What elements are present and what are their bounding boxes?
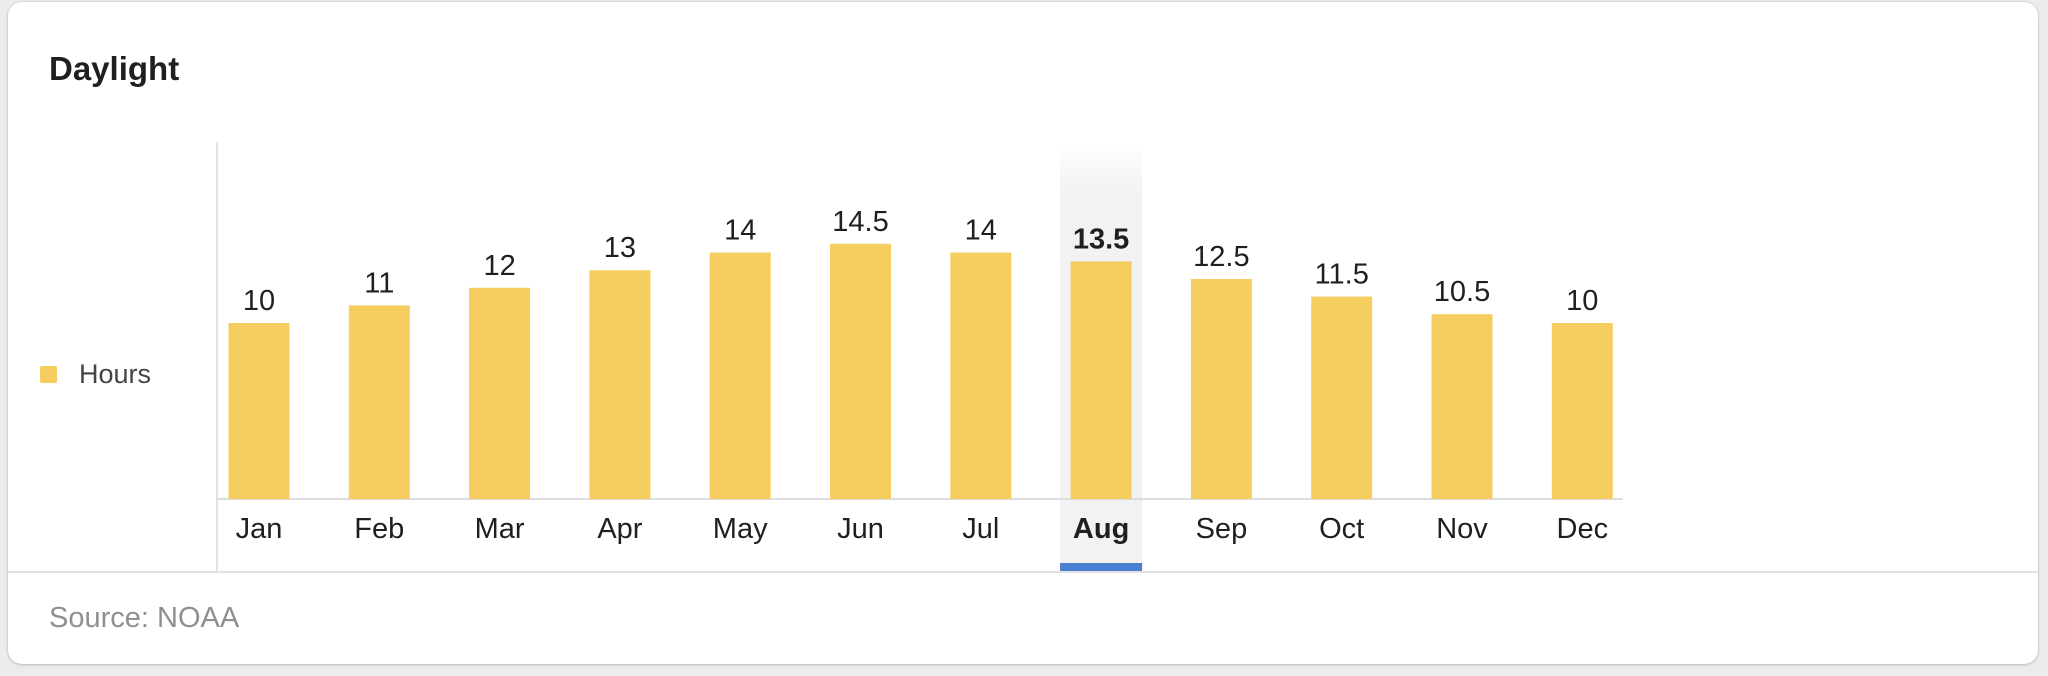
data-label-feb: 11: [364, 267, 394, 299]
data-label-oct: 11.5: [1315, 259, 1369, 291]
plot-left-border: [216, 142, 218, 572]
data-label-dec: 10: [1566, 285, 1598, 317]
bar-feb: [348, 305, 410, 499]
x-tick-label-jun: Jun: [837, 513, 884, 545]
bar-oct: [1311, 296, 1373, 499]
data-label-jul: 14: [965, 215, 997, 247]
x-tick-label-may: May: [713, 513, 768, 545]
source-note: Source: NOAA: [49, 602, 240, 634]
bar-aug: [1070, 261, 1132, 499]
x-tick-label-aug: Aug: [1073, 513, 1129, 545]
legend: Hours: [40, 359, 151, 390]
bar-nov: [1431, 314, 1493, 499]
bar-chart: 10 Jan 11 Feb 12 Mar 13 Apr 14 May 14.5 Jun 14 Jul 13.…: [216, 142, 1623, 572]
x-tick-label-jul: Jul: [962, 513, 999, 545]
x-tick-label-sep: Sep: [1196, 513, 1248, 545]
data-label-jan: 10: [243, 285, 275, 317]
x-tick-label-dec: Dec: [1557, 513, 1609, 545]
bar-mar: [469, 287, 531, 499]
x-tick-label-nov: Nov: [1436, 513, 1488, 545]
x-tick-label-oct: Oct: [1319, 513, 1364, 545]
bar-dec: [1551, 323, 1613, 499]
data-label-may: 14: [724, 215, 756, 247]
bar-apr: [589, 270, 651, 499]
x-tick-label-mar: Mar: [475, 513, 525, 545]
bar-sep: [1190, 279, 1252, 499]
selected-indicator: [1060, 563, 1143, 571]
data-label-aug: 13.5: [1073, 223, 1129, 255]
bar-jan: [228, 323, 290, 499]
data-label-sep: 12.5: [1193, 241, 1249, 273]
legend-label-hours: Hours: [79, 359, 152, 389]
data-label-apr: 13: [604, 232, 636, 264]
legend-swatch-hours: [40, 366, 57, 383]
chart-card: Daylight Hours 10 Jan 11 Feb 12 Mar 13 Apr 14 May…: [8, 2, 2038, 664]
bar-jul: [950, 252, 1012, 499]
x-tick-label-jan: Jan: [236, 513, 283, 545]
x-tick-label-apr: Apr: [597, 513, 642, 545]
x-tick-label-feb: Feb: [354, 513, 404, 545]
data-label-nov: 10.5: [1434, 276, 1490, 308]
footer-divider: [8, 571, 2038, 573]
data-label-mar: 12: [483, 250, 515, 282]
bar-may: [709, 252, 771, 499]
data-label-jun: 14.5: [832, 206, 888, 238]
bar-jun: [830, 243, 891, 499]
chart-title: Daylight: [49, 50, 180, 87]
